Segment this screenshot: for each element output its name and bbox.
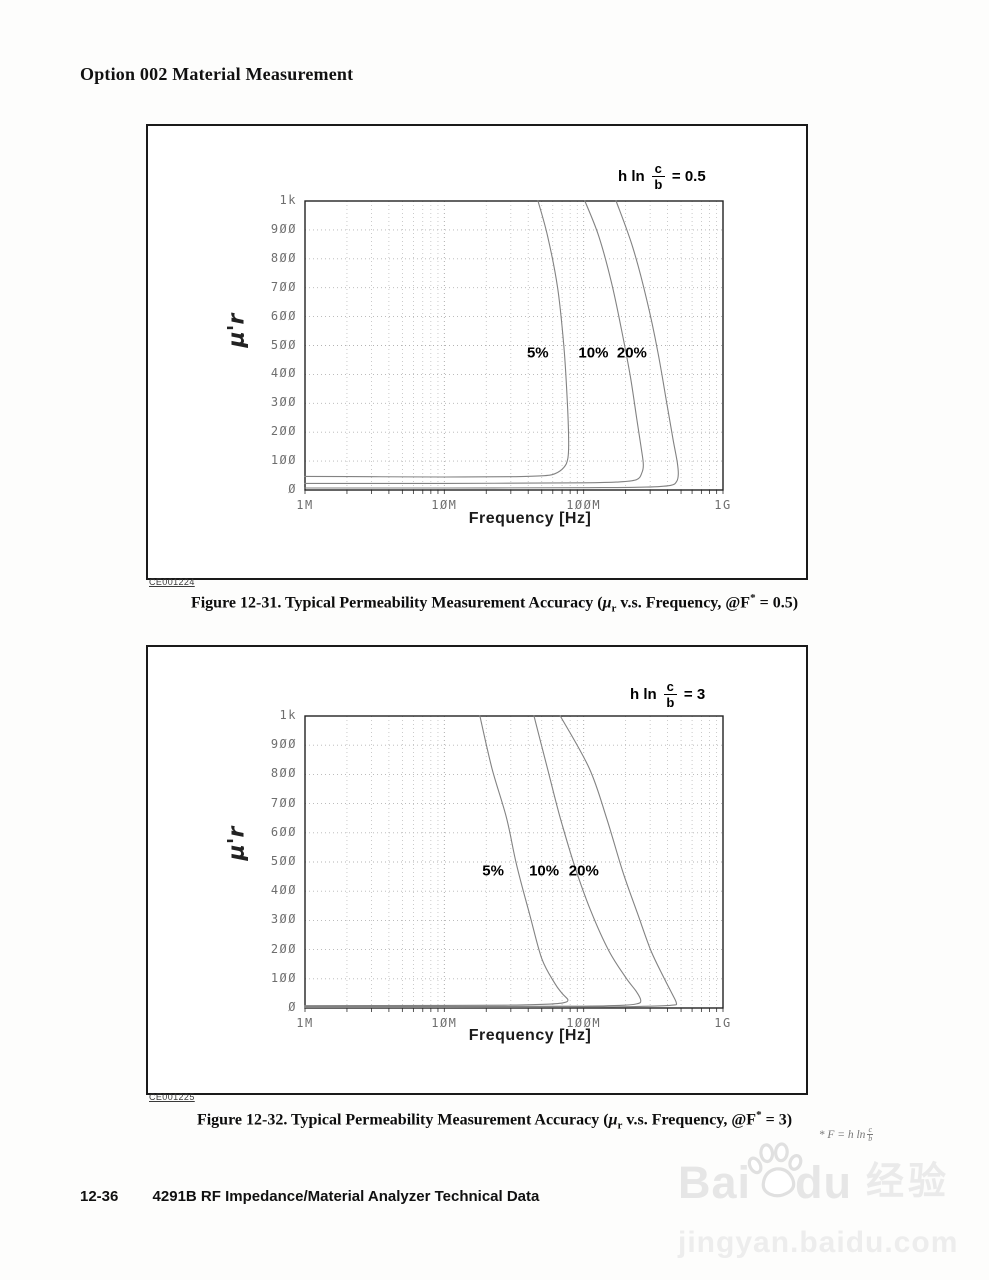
y-tick-label: 9ØØ bbox=[270, 737, 297, 752]
x-tick-label: 1M bbox=[296, 498, 314, 512]
figure-code-2: CE001225 bbox=[149, 1092, 195, 1102]
plot-border bbox=[304, 715, 724, 1009]
x-axis-label: Frequency [Hz] bbox=[468, 1027, 592, 1044]
x-tick-label: 1G bbox=[714, 498, 732, 512]
y-tick-label: 7ØØ bbox=[270, 279, 297, 294]
curve-label-10%: 10% bbox=[578, 344, 609, 362]
caption-mu-symbol: μ bbox=[602, 594, 612, 612]
annotation-value: = 3 bbox=[683, 686, 706, 703]
y-tick-label: 4ØØ bbox=[270, 883, 297, 898]
baidu-paw-icon bbox=[747, 1142, 803, 1198]
accuracy-contour-20% bbox=[304, 200, 679, 489]
permeability-accuracy-plot-1 bbox=[304, 200, 724, 494]
y-tick-label: 1ØØ bbox=[270, 970, 297, 985]
fraction-denominator: b bbox=[666, 695, 675, 710]
x-tick-label: 1ØØM bbox=[566, 498, 602, 512]
x-tick-label: 1ØM bbox=[431, 498, 458, 512]
x-axis-label: Frequency [Hz] bbox=[468, 510, 592, 527]
caption-text: v.s. Frequency, @F bbox=[616, 594, 751, 612]
caption-superscript: * bbox=[756, 1109, 762, 1121]
y-tick-label: 5ØØ bbox=[270, 337, 297, 352]
caption-text: v.s. Frequency, @F bbox=[622, 1111, 757, 1129]
annotation-prefix: h ln bbox=[618, 168, 645, 185]
y-tick-label: 6ØØ bbox=[270, 824, 297, 839]
y-tick-label: 1ØØ bbox=[270, 453, 297, 468]
caption-text: = 0.5) bbox=[755, 594, 799, 612]
footnote-numerator: c bbox=[867, 1125, 873, 1135]
x-tick-label: 1M bbox=[296, 1016, 314, 1030]
fraction-numerator: c bbox=[663, 680, 677, 695]
accuracy-contour-10% bbox=[304, 200, 644, 484]
figure-code-1: CE001224 bbox=[149, 577, 195, 587]
accuracy-contour-5% bbox=[304, 200, 570, 478]
y-tick-label: 1k bbox=[279, 708, 297, 722]
watermark-url: jingyan.baidu.com bbox=[678, 1226, 959, 1259]
plot-border bbox=[304, 200, 724, 491]
curve-label-5%: 5% bbox=[482, 862, 504, 880]
y-tick-label: 9ØØ bbox=[270, 221, 297, 236]
accuracy-contour-5% bbox=[304, 715, 569, 1007]
y-tick-label: Ø bbox=[288, 1000, 297, 1014]
curve-label-20%: 20% bbox=[568, 862, 599, 880]
y-tick-label: 2ØØ bbox=[270, 424, 297, 439]
caption-subscript: r bbox=[617, 1119, 623, 1132]
caption-text: Figure 12-31. Typical Permeability Measu… bbox=[190, 594, 603, 612]
y-tick-label: 4ØØ bbox=[270, 366, 297, 381]
caption-superscript: * bbox=[750, 592, 756, 604]
y-tick-label: 3ØØ bbox=[270, 912, 297, 927]
baidu-logo: Bai du 经验 bbox=[678, 1142, 989, 1222]
accuracy-contour-10% bbox=[304, 715, 642, 1008]
caption-subscript: r bbox=[611, 602, 617, 615]
page-header: Option 002 Material Measurement bbox=[80, 64, 354, 84]
y-tick-label: 2ØØ bbox=[270, 941, 297, 956]
y-tick-label: 8ØØ bbox=[270, 250, 297, 265]
figure-caption-12-31: Figure 12-31. Typical Permeability Measu… bbox=[0, 592, 989, 615]
permeability-accuracy-plot-2 bbox=[304, 715, 724, 1012]
baidu-watermark: Bai du 经验 jingyan.baidu.com bbox=[678, 1142, 989, 1260]
y-tick-label: 7ØØ bbox=[270, 795, 297, 810]
caption-text: Figure 12-32. Typical Permeability Measu… bbox=[196, 1111, 609, 1129]
accuracy-contour-20% bbox=[304, 715, 678, 1008]
y-tick-label: 5ØØ bbox=[270, 854, 297, 868]
watermark-cn-text: 经验 bbox=[866, 1161, 951, 1203]
y-tick-label: 3ØØ bbox=[270, 395, 297, 410]
fraction-numerator: c bbox=[651, 162, 665, 177]
x-tick-label: 1ØM bbox=[431, 1016, 458, 1030]
watermark-text: du bbox=[795, 1156, 853, 1208]
x-tick-label: 1ØØM bbox=[566, 1016, 602, 1030]
annotation-prefix: h ln bbox=[630, 686, 657, 703]
footnote-text: * F = h ln bbox=[818, 1128, 866, 1141]
curve-label-5%: 5% bbox=[526, 344, 549, 362]
caption-text: = 3) bbox=[761, 1111, 793, 1129]
footnote-denominator: b bbox=[868, 1134, 873, 1143]
caption-mu-symbol: μ bbox=[608, 1111, 618, 1129]
annotation-value: = 0.5 bbox=[671, 168, 706, 185]
y-tick-label: 8ØØ bbox=[270, 766, 297, 781]
curve-label-10%: 10% bbox=[529, 862, 560, 880]
y-tick-label: Ø bbox=[288, 482, 297, 496]
watermark-text: Bai bbox=[678, 1156, 752, 1208]
y-tick-label: 6ØØ bbox=[270, 308, 297, 323]
page-number: 12-36 bbox=[80, 1188, 119, 1205]
curve-label-20%: 20% bbox=[616, 344, 647, 362]
fraction-denominator: b bbox=[654, 177, 663, 192]
page-footer: 12-36 4291B RF Impedance/Material Analyz… bbox=[80, 1188, 539, 1205]
figure-caption-12-32: Figure 12-32. Typical Permeability Measu… bbox=[0, 1109, 989, 1132]
y-tick-label: 1k bbox=[279, 193, 297, 207]
footer-title: 4291B RF Impedance/Material Analyzer Tec… bbox=[152, 1188, 540, 1205]
x-tick-label: 1G bbox=[714, 1016, 732, 1030]
